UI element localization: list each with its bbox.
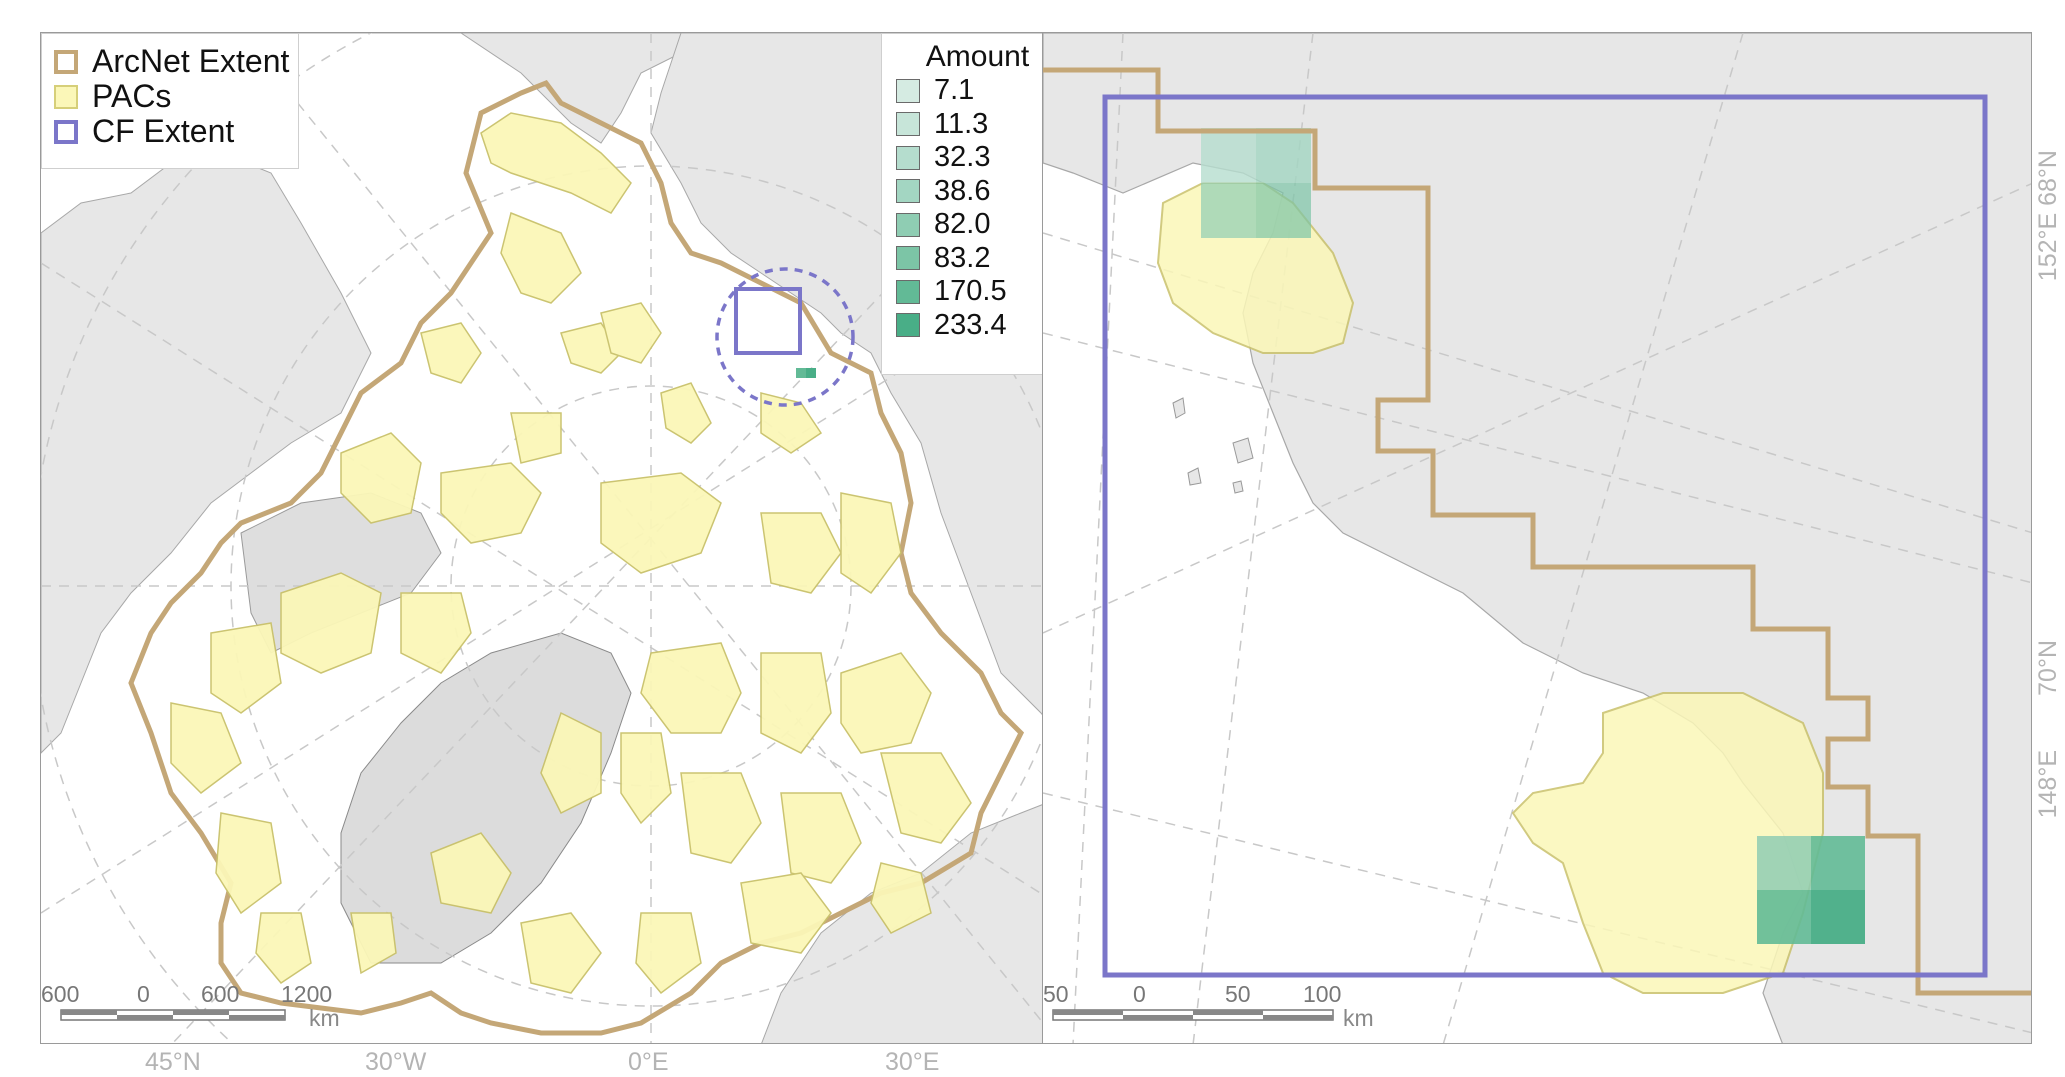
graticule-label: 70°N [2034,640,2062,696]
cf-extent-box [1102,94,1988,978]
graticule-label: 148°E [2034,750,2062,819]
scale-bar [1052,1009,1334,1021]
amount-cell [1256,128,1311,183]
amount-swatch [896,246,920,271]
amount-cell [1201,183,1256,238]
scale-tick: 50 [1043,981,1069,1007]
scale-tick: 600 [41,981,80,1007]
scale-bar [60,1009,286,1021]
scale-tick: 0 [137,981,150,1007]
arcnet-extent-outline [128,79,1025,1036]
small-islands [1172,397,1254,494]
legend-item-pacs: PACs [54,78,298,114]
graticule-label: 30°E [885,1048,940,1076]
legend-item-arcnet: ArcNet Extent [54,43,298,79]
detail-map-panel: 164°E 160°E 68°N 156°E 160°E 156°E 152°E… [1042,32,2032,1044]
scale-unit: km [1343,1005,1374,1031]
amount-cell [1256,183,1311,238]
amount-label: 38.6 [934,174,991,207]
amount-label: 83.2 [934,241,991,274]
cf-extent-highlight-circle [715,267,855,407]
arcnet-extent-outline [1043,67,2031,996]
amount-cell [796,368,806,378]
amount-label: 233.4 [934,308,1007,341]
amount-legend-item: 11.3 [882,107,1070,142]
scale-tick: 100 [1303,981,1342,1007]
graticule-label: 45°N [145,1048,201,1076]
legend-item-cf-extent: CF Extent [54,113,298,149]
amount-legend-item: 82.0 [882,208,1070,242]
amount-legend-item: 170.5 [882,275,1070,309]
amount-swatch [896,78,920,103]
scale-unit: km [309,1005,340,1031]
amount-legend-title: Amount [925,40,1030,73]
amount-swatch [896,212,920,237]
amount-label: 82.0 [934,208,991,241]
amount-legend-item: 83.2 [882,241,1070,276]
scale-tick: 1200 [281,981,333,1007]
amount-label: 170.5 [934,275,1007,308]
amount-cell [806,368,816,378]
legend-label: CF Extent [92,113,235,149]
amount-legend-item: 233.4 [882,308,1070,343]
cf-extent-box [734,287,802,355]
scale-tick: 50 [1225,981,1251,1007]
graticule-label: 30°W [365,1048,427,1076]
legend-swatch [54,84,78,109]
detail-map [1043,33,2031,1043]
amount-cell [1757,890,1811,944]
amount-legend-item: 32.3 [882,141,1070,175]
amount-swatch [896,112,920,137]
amount-swatch [896,313,920,338]
amount-label: 7.1 [934,74,975,107]
scale-tick: 0 [1133,981,1146,1007]
pacs-patches [170,112,972,995]
pac-area-south [1511,692,1824,994]
amount-legend-item: 38.6 [882,174,1070,209]
overview-map-panel: 45°N 150°W 180°E 150°E 120°W 45°N 90°W 4… [40,32,1071,1044]
land-greenland [340,632,632,964]
amount-cell [1811,836,1865,890]
legend-label: PACs [92,78,172,114]
legend-swatch [54,49,78,74]
amount-legend-item: 7.1 [882,74,1070,108]
scale-tick: 600 [201,981,240,1007]
amount-legend: Amount 7.1 11.3 32.3 38.6 82.0 83.2 170.5 233.4 [881,33,1070,375]
graticule-label: 0°E [628,1048,669,1076]
amount-label: 32.3 [934,141,991,174]
amount-cell [1757,836,1811,890]
amount-cell [1811,890,1865,944]
graticule-lines [1043,33,2031,1043]
legend-label: ArcNet Extent [92,43,290,79]
amount-label: 11.3 [934,107,989,140]
legend-swatch [54,119,78,144]
amount-cell [1201,128,1256,183]
amount-swatch [896,279,920,304]
graticule-label: 152°E 68°N [2034,150,2062,282]
amount-swatch [896,179,920,204]
map-legend: ArcNet Extent PACs CF Extent [41,33,299,169]
amount-swatch [896,145,920,170]
